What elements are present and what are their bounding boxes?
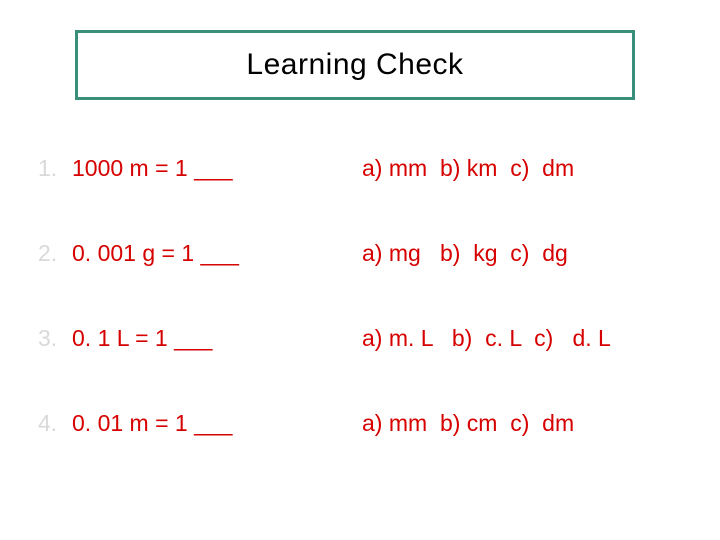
question-prompt: 0. 1 L = 1 ___	[72, 325, 362, 352]
question-prompt: 0. 001 g = 1 ___	[72, 240, 362, 267]
question-prompt: 1000 m = 1 ___	[72, 155, 362, 182]
question-row: 1. 1000 m = 1 ___ a) mm b) km c) dm	[38, 155, 678, 182]
question-number: 1.	[38, 155, 72, 182]
question-options: a) mm b) km c) dm	[362, 155, 574, 182]
question-row: 2. 0. 001 g = 1 ___ a) mg b) kg c) dg	[38, 240, 678, 267]
question-options: a) m. L b) c. L c) d. L	[362, 325, 611, 352]
question-number: 2.	[38, 240, 72, 267]
question-number: 3.	[38, 325, 72, 352]
question-prompt: 0. 01 m = 1 ___	[72, 410, 362, 437]
question-row: 4. 0. 01 m = 1 ___ a) mm b) cm c) dm	[38, 410, 678, 437]
title-text: Learning Check	[246, 48, 463, 82]
title-box: Learning Check	[75, 30, 635, 100]
question-options: a) mg b) kg c) dg	[362, 240, 568, 267]
question-options: a) mm b) cm c) dm	[362, 410, 574, 437]
question-row: 3. 0. 1 L = 1 ___ a) m. L b) c. L c) d. …	[38, 325, 678, 352]
question-number: 4.	[38, 410, 72, 437]
question-list: 1. 1000 m = 1 ___ a) mm b) km c) dm 2. 0…	[38, 155, 678, 495]
slide: Learning Check 1. 1000 m = 1 ___ a) mm b…	[0, 0, 720, 540]
